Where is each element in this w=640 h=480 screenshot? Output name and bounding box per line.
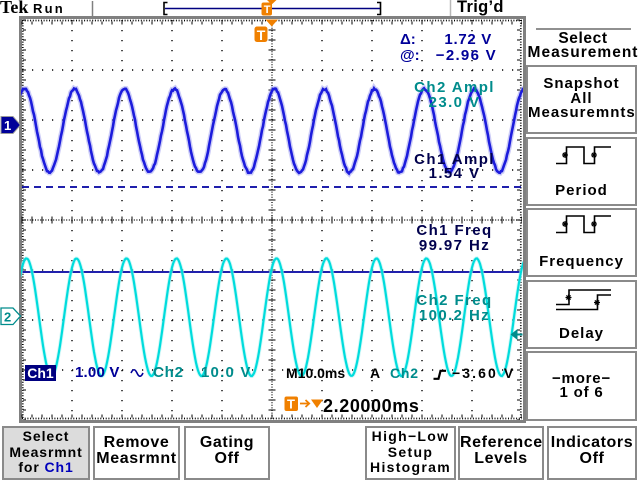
svg-text:T: T	[264, 4, 271, 16]
svg-text:T: T	[287, 397, 295, 412]
svg-text:2: 2	[4, 310, 11, 325]
svg-text:1: 1	[4, 118, 11, 133]
svg-text:T: T	[257, 27, 266, 43]
